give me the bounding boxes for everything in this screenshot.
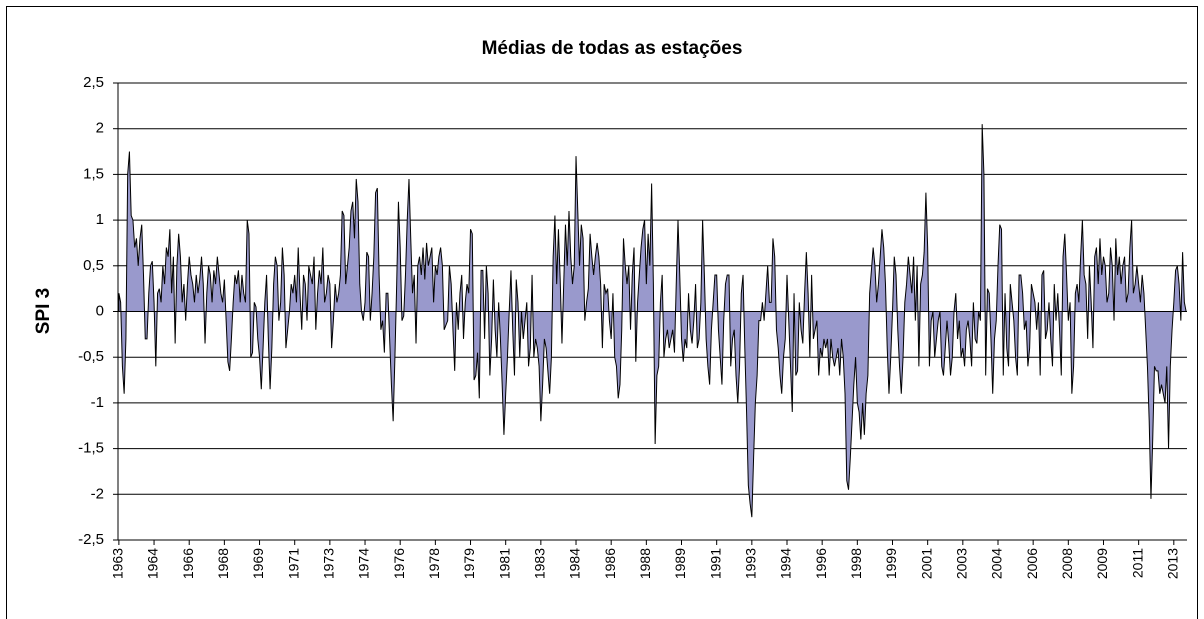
y-tick-label: -1 — [91, 394, 104, 411]
y-axis-label: SPI 3 — [33, 288, 54, 334]
x-tick-label: 2013 — [1165, 548, 1181, 579]
y-tick-label: 2 — [96, 120, 104, 137]
y-tick-label: 1 — [96, 211, 104, 228]
x-tick-label: 2001 — [918, 548, 934, 579]
x-tick-label: 1979 — [461, 548, 477, 579]
x-tick-label: 1971 — [285, 548, 301, 579]
y-tick-label: 0,5 — [83, 257, 104, 274]
x-tick-label: 2003 — [954, 548, 970, 579]
x-tick-label: 1973 — [321, 548, 337, 579]
x-tick-label: 1999 — [883, 548, 899, 579]
x-tick-label: 1989 — [672, 548, 688, 579]
x-tick-label: 1981 — [496, 548, 512, 579]
x-tick-label: 1968 — [215, 548, 231, 579]
x-tick-label: 1978 — [426, 548, 442, 579]
x-tick-label: 1974 — [356, 548, 372, 579]
x-tick-label: 1984 — [567, 548, 583, 579]
x-tick-label: 2006 — [1024, 548, 1040, 579]
x-tick-label: 1993 — [743, 548, 759, 579]
x-tick-label: 1991 — [707, 548, 723, 579]
x-tick-label: 1996 — [813, 548, 829, 579]
y-tick-label: -2,5 — [78, 531, 104, 548]
x-tick-label: 1976 — [391, 548, 407, 579]
x-tick-label: 1994 — [778, 548, 794, 579]
x-tick-label: 1998 — [848, 548, 864, 579]
y-tick-label: 2,5 — [83, 74, 104, 91]
x-tick-label: 1983 — [532, 548, 548, 579]
chart-title: Médias de todas as estações — [482, 38, 743, 59]
x-tick-label: 1988 — [637, 548, 653, 579]
x-tick-label: 2004 — [989, 548, 1005, 579]
x-tick-label: 1964 — [145, 548, 161, 579]
y-tick-label: 1,5 — [83, 165, 104, 182]
x-tick-label: 1986 — [602, 548, 618, 579]
x-tick-label: 1969 — [250, 548, 266, 579]
x-tick-label: 2008 — [1059, 548, 1075, 579]
y-tick-label: -1,5 — [78, 440, 104, 457]
x-tick-label: 2009 — [1094, 548, 1110, 579]
y-tick-label: 0 — [96, 302, 104, 319]
x-tick-label: 1966 — [180, 548, 196, 579]
y-tick-label: -2 — [91, 485, 104, 502]
area — [118, 124, 1187, 518]
x-tick-label: 2011 — [1129, 548, 1145, 578]
x-tick-label: 1963 — [110, 548, 126, 579]
y-tick-label: -0,5 — [78, 348, 104, 365]
